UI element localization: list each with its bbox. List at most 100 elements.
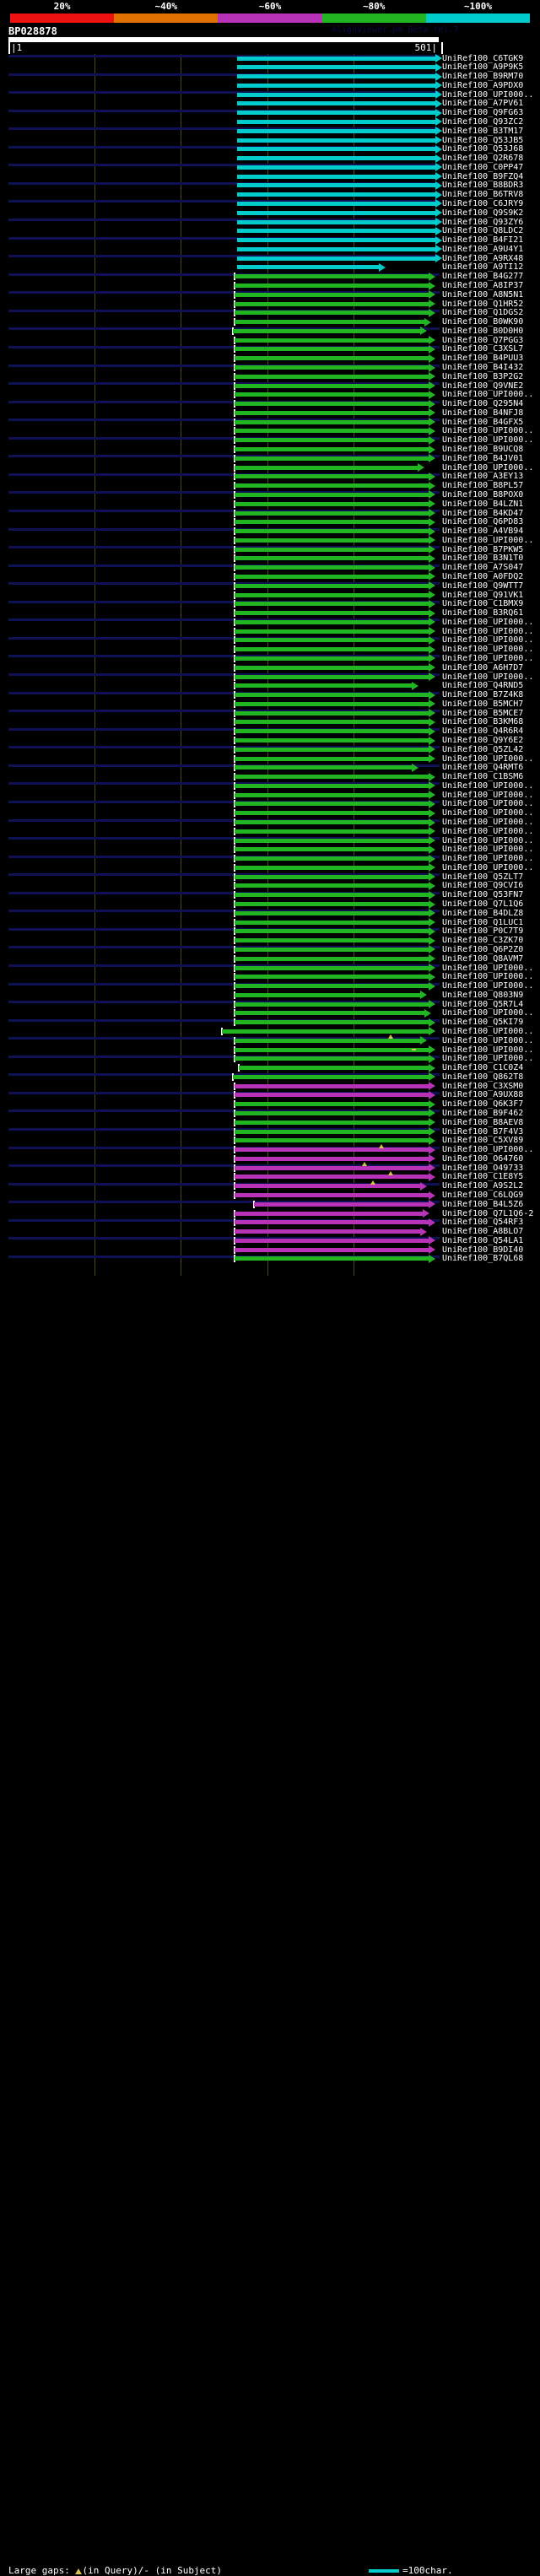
hsp-bar[interactable]: [235, 611, 429, 616]
hit-label[interactable]: UniRef100_A9U4Y1: [442, 244, 524, 254]
hit-label[interactable]: UniRef100_B3KM68: [442, 717, 524, 727]
hit-label[interactable]: UniRef100_UPI000..: [442, 1045, 534, 1055]
hsp-bar[interactable]: [254, 1202, 429, 1207]
hit-label[interactable]: UniRef100_B8AEV8: [442, 1117, 524, 1127]
hit-label[interactable]: UniRef100_UPI000..: [442, 635, 534, 645]
hsp-bar[interactable]: [235, 893, 429, 898]
hsp-bar[interactable]: [235, 874, 429, 879]
hit-label[interactable]: UniRef100_C6JRY9: [442, 198, 524, 208]
hit-label[interactable]: UniRef100_B8BDR3: [442, 181, 524, 191]
hit-label[interactable]: UniRef100_Q9VNE2: [442, 381, 524, 391]
hsp-bar[interactable]: [235, 938, 429, 943]
hit-label[interactable]: UniRef100_UPI000..: [442, 826, 534, 836]
hsp-bar[interactable]: [235, 1056, 429, 1061]
hsp-bar[interactable]: [235, 547, 429, 552]
hit-label[interactable]: UniRef100_A9RX48: [442, 253, 524, 263]
hsp-bar[interactable]: [232, 1074, 429, 1079]
hit-label[interactable]: UniRef100_UPI000..: [442, 753, 534, 764]
hit-label[interactable]: UniRef100_B3TM17: [442, 126, 524, 136]
hsp-bar[interactable]: [235, 647, 429, 652]
hit-label[interactable]: UniRef100_B4PUU3: [442, 354, 524, 364]
hsp-bar[interactable]: [235, 1156, 429, 1161]
hit-label[interactable]: UniRef100_B6TRV8: [442, 190, 524, 200]
hsp-bar[interactable]: [235, 1247, 429, 1252]
hsp-bar[interactable]: [235, 311, 429, 316]
hsp-bar[interactable]: [236, 210, 435, 215]
hit-label[interactable]: UniRef100_Q1DGS2: [442, 308, 524, 318]
hit-label[interactable]: UniRef100_UPI000..: [442, 645, 534, 655]
hit-label[interactable]: UniRef100_B4NFJ8: [442, 408, 524, 418]
hsp-bar[interactable]: [235, 592, 429, 597]
hit-label[interactable]: UniRef100_B9RM70: [442, 72, 524, 82]
hsp-bar[interactable]: [235, 556, 429, 561]
hsp-bar[interactable]: [235, 520, 429, 525]
hsp-bar[interactable]: [235, 765, 412, 770]
hsp-bar[interactable]: [235, 429, 429, 434]
hsp-bar[interactable]: [235, 701, 429, 706]
hit-label[interactable]: UniRef100_B4KD47: [442, 508, 524, 518]
hsp-bar[interactable]: [235, 1083, 429, 1088]
hsp-bar[interactable]: [235, 301, 429, 306]
hsp-bar[interactable]: [235, 483, 429, 489]
hsp-bar[interactable]: [235, 356, 429, 361]
hit-label[interactable]: UniRef100_UPI000..: [442, 981, 534, 991]
hsp-bar[interactable]: [235, 410, 429, 415]
hit-label[interactable]: UniRef100_Q54RF3: [442, 1218, 524, 1228]
hit-label[interactable]: UniRef100_UPI000..: [442, 835, 534, 845]
hit-label[interactable]: UniRef100_Q53J68: [442, 144, 524, 154]
hsp-bar[interactable]: [235, 1047, 429, 1052]
hit-label[interactable]: UniRef100_UPI000..: [442, 972, 534, 982]
hit-label[interactable]: UniRef100_UPI000..: [442, 790, 534, 800]
hit-label[interactable]: UniRef100_UPI000..: [442, 672, 534, 682]
hsp-bar[interactable]: [235, 956, 429, 961]
hit-label[interactable]: UniRef100_UPI000..: [442, 780, 534, 791]
hsp-bar[interactable]: [235, 320, 425, 325]
hsp-bar[interactable]: [236, 229, 435, 234]
hsp-bar[interactable]: [235, 1038, 420, 1043]
hsp-bar[interactable]: [235, 829, 429, 834]
alignment-hit-panel[interactable]: UniRef100_C6TGK9 UniRef100_A9P9K5 UniRef10…: [0, 54, 540, 1276]
hsp-bar[interactable]: [235, 947, 429, 952]
hit-label[interactable]: UniRef100_C3XSM0: [442, 1081, 524, 1091]
hsp-bar[interactable]: [235, 438, 429, 443]
hsp-bar[interactable]: [235, 920, 429, 925]
hsp-bar[interactable]: [236, 256, 435, 261]
hsp-bar[interactable]: [235, 583, 429, 588]
hit-label[interactable]: UniRef100_Q7L1Q6: [442, 899, 524, 910]
hsp-bar[interactable]: [235, 674, 429, 679]
hsp-bar[interactable]: [235, 565, 429, 570]
hsp-bar[interactable]: [235, 1193, 429, 1197]
hit-label[interactable]: UniRef100_UPI000..: [442, 1145, 534, 1155]
hit-label[interactable]: UniRef100_B7QL68: [442, 1254, 524, 1264]
hit-label[interactable]: UniRef100_UPI000..: [442, 799, 534, 809]
hsp-bar[interactable]: [236, 65, 435, 70]
hsp-bar[interactable]: [235, 1220, 429, 1225]
hit-label[interactable]: UniRef100_A8BLO7: [442, 1227, 524, 1237]
hsp-bar[interactable]: [235, 638, 429, 643]
hit-label[interactable]: UniRef100_UPI000..: [442, 818, 534, 828]
hsp-bar[interactable]: [235, 738, 429, 743]
hit-label[interactable]: UniRef100_Q8AVM7: [442, 953, 524, 964]
hit-label[interactable]: UniRef100_C5XV89: [442, 1136, 524, 1146]
hit-label[interactable]: UniRef100_B4FI21: [442, 235, 524, 246]
hit-label[interactable]: UniRef100_O49733: [442, 1163, 524, 1173]
hsp-bar[interactable]: [239, 1066, 429, 1071]
hsp-bar[interactable]: [235, 1102, 429, 1107]
hit-label[interactable]: UniRef100_UPI000..: [442, 626, 534, 636]
hsp-bar[interactable]: [235, 529, 429, 534]
hit-label[interactable]: UniRef100_UPI000..: [442, 89, 534, 100]
hit-label[interactable]: UniRef100_B4G277: [442, 272, 524, 282]
hit-label[interactable]: UniRef100_Q7L1Q6-2: [442, 1208, 534, 1218]
hsp-bar[interactable]: [235, 847, 429, 852]
hit-label[interactable]: UniRef100_A8N5N1: [442, 289, 524, 300]
hsp-bar[interactable]: [235, 1020, 429, 1025]
hit-label[interactable]: UniRef100_UPI000..: [442, 1026, 534, 1036]
hit-label[interactable]: UniRef100_Q295N4: [442, 399, 524, 409]
hsp-bar[interactable]: [235, 838, 429, 843]
hsp-bar[interactable]: [235, 802, 429, 807]
hit-label[interactable]: UniRef100_B0D0H0: [442, 326, 524, 336]
hit-label[interactable]: UniRef100_UPI000..: [442, 1008, 534, 1018]
hsp-bar[interactable]: [235, 1148, 429, 1153]
hit-label[interactable]: UniRef100_Q5R7L4: [442, 999, 524, 1009]
hit-label[interactable]: UniRef100_Q5ZLT7: [442, 872, 524, 882]
